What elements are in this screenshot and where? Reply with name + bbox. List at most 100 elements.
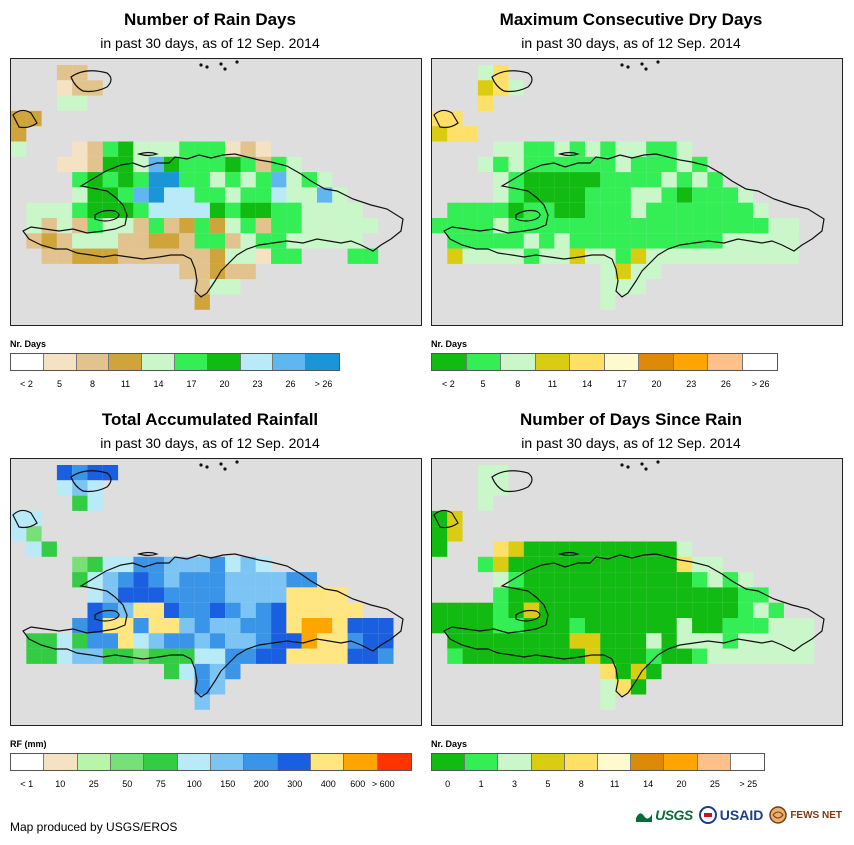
raster-cell xyxy=(271,187,287,203)
raster-cell xyxy=(332,648,348,664)
raster-cell xyxy=(164,648,180,664)
raster-cell xyxy=(569,248,585,264)
raster-cell xyxy=(301,587,317,603)
raster-cell xyxy=(508,156,524,173)
coastline-path xyxy=(94,609,120,622)
raster-cell xyxy=(133,202,149,218)
raster-cell xyxy=(768,218,784,234)
raster-cell xyxy=(118,233,134,249)
raster-cell xyxy=(87,572,103,588)
rain-days-map xyxy=(10,58,422,326)
raster-cell xyxy=(661,218,677,234)
raster-cell xyxy=(722,602,738,618)
raster-cell xyxy=(87,618,103,634)
raster-cell xyxy=(707,602,723,618)
legend-swatch xyxy=(564,754,599,770)
raster-cell xyxy=(477,248,494,264)
raster-cell xyxy=(738,248,754,264)
raster-cell xyxy=(447,648,463,664)
raster-cell xyxy=(722,587,738,603)
raster-cell xyxy=(554,572,570,588)
legend-swatch xyxy=(240,354,274,370)
raster-cell xyxy=(164,187,180,203)
raster-cell xyxy=(661,587,677,603)
raster-cell xyxy=(600,618,616,634)
legend-tick-label: < 2 xyxy=(20,379,33,389)
raster-cell xyxy=(194,572,210,588)
legend-tick-label: 75 xyxy=(155,779,166,789)
raster-cell xyxy=(378,648,394,664)
raster-cell xyxy=(209,648,226,664)
raster-cell xyxy=(508,202,524,218)
legend-tick-label: 1 xyxy=(478,779,484,789)
raster-cell xyxy=(26,526,42,542)
raster-cell xyxy=(72,156,88,173)
raster-cell xyxy=(477,202,494,218)
raster-cell xyxy=(646,141,662,157)
islet-marker xyxy=(199,463,203,467)
raster-cell xyxy=(676,187,693,203)
raster-cell xyxy=(26,541,42,557)
raster-cell xyxy=(225,587,241,603)
raster-cell xyxy=(493,602,509,618)
raster-cell xyxy=(477,465,494,481)
legend-colorbar xyxy=(431,353,778,371)
raster-cell xyxy=(209,202,226,218)
days-since-rain-map xyxy=(431,458,843,726)
raster-cell xyxy=(585,618,601,634)
raster-cell xyxy=(72,80,88,96)
usgs-wave-icon xyxy=(636,813,653,822)
legend-swatch xyxy=(210,754,245,770)
raster-cell xyxy=(600,218,616,234)
raster-cell xyxy=(271,218,287,234)
raster-cell xyxy=(630,618,647,634)
raster-cell xyxy=(676,587,693,603)
raster-cell xyxy=(286,233,302,249)
islet-marker xyxy=(235,60,239,64)
islet-marker xyxy=(640,462,644,466)
raster-cell xyxy=(240,556,256,573)
coastline-path xyxy=(70,70,112,93)
raster-cell xyxy=(225,202,241,218)
raster-cell xyxy=(722,248,738,264)
raster-cell xyxy=(585,587,601,603)
raster-cell xyxy=(477,480,494,496)
raster-cell xyxy=(630,602,647,618)
legend-tick-label: 8 xyxy=(515,379,521,389)
raster-cell xyxy=(585,141,601,157)
raster-cell xyxy=(447,248,463,264)
raster-cell xyxy=(102,572,119,588)
legend-swatch xyxy=(664,754,698,770)
raster-cell xyxy=(164,202,180,218)
coastline-path xyxy=(433,109,459,129)
raster-cell xyxy=(676,648,693,664)
raster-cell xyxy=(707,218,723,234)
legend-swatch xyxy=(535,354,570,370)
islet-marker xyxy=(656,460,660,464)
raster-cell xyxy=(600,694,616,710)
raster-cell xyxy=(432,602,448,618)
raster-cell xyxy=(179,218,195,234)
islet-marker xyxy=(205,465,209,469)
raster-cell xyxy=(301,202,317,218)
raster-cell xyxy=(148,172,164,188)
raster-cell xyxy=(615,248,631,264)
raster-cell xyxy=(600,602,616,618)
raster-cell xyxy=(87,587,103,603)
raster-cell xyxy=(661,187,677,203)
raster-cell xyxy=(600,263,616,280)
raster-cell xyxy=(286,202,302,218)
raster-cell xyxy=(255,648,272,664)
raster-cell xyxy=(118,587,134,603)
raster-cell xyxy=(332,202,348,218)
raster-cell xyxy=(118,218,134,234)
raster-cell xyxy=(523,233,540,249)
raster-cell xyxy=(630,572,647,588)
raster-cell xyxy=(554,587,570,603)
legend-swatch xyxy=(708,354,743,370)
raster-cell xyxy=(164,556,180,573)
raster-cell xyxy=(447,618,463,634)
coastline xyxy=(12,460,404,698)
raster-cell xyxy=(72,248,88,264)
raster-cell xyxy=(600,663,616,680)
